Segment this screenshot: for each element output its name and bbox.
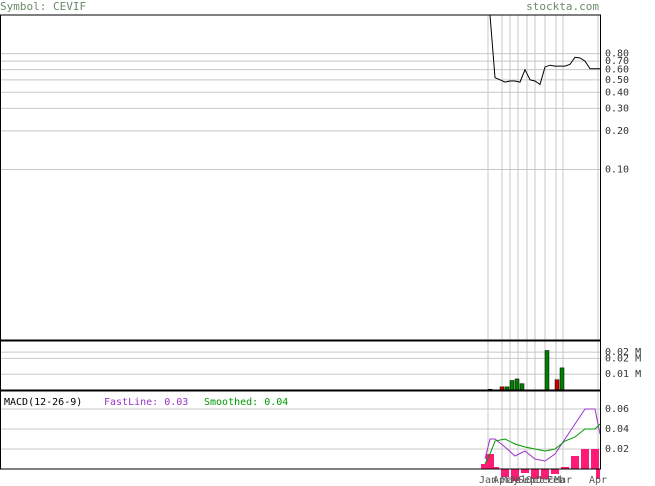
volume-bar [554, 379, 560, 390]
volume-bar [509, 380, 515, 390]
x-tick-label: Jan [479, 475, 497, 486]
histogram-bar [511, 469, 519, 481]
panel: 0.06 0.04 0.02 MACD(12-26-9) FastLine: 0.03 S… [0, 390, 629, 486]
indicator-title: MACD(12-26-9) [4, 397, 82, 408]
histogram-bar [531, 469, 539, 479]
x-tick-label: Sep [518, 475, 536, 486]
price-line [489, 15, 600, 86]
macd-line [484, 423, 600, 465]
y-tick-label: 0.50 [605, 75, 629, 86]
y-tick-label: 0.01 M [605, 369, 641, 380]
histogram-bar [486, 454, 494, 469]
histogram-bar [591, 449, 599, 469]
volume-bar [514, 378, 520, 390]
y-tick-label: 0.02 M [605, 353, 641, 364]
histogram-bar [551, 469, 559, 474]
volume-bar [504, 386, 510, 390]
panel-frame [0, 340, 601, 391]
volume-bar [499, 386, 505, 390]
histogram-bar [491, 467, 499, 469]
x-tick-label: Apr [589, 475, 607, 486]
x-tick-label: Feb [547, 475, 565, 486]
y-tick-label: 0.80 [605, 49, 629, 60]
y-tick-label: 0.20 [605, 126, 629, 137]
y-tick-label: 0.30 [605, 103, 629, 114]
histogram-bar [481, 464, 489, 469]
x-tick-label: Jul [509, 475, 527, 486]
histogram-bar [581, 449, 589, 469]
panel: 0.800.700.600.500.40 0.30 0.20 0.10 [0, 14, 629, 341]
site-name: stockta.com [526, 0, 599, 13]
histogram-bar [521, 469, 529, 473]
volume-bar [519, 383, 525, 390]
histogram-bar [596, 469, 600, 479]
histogram-bar [571, 456, 579, 469]
y-tick-label: 0.60 [605, 65, 629, 76]
symbol: Symbol: CEVIF [0, 0, 86, 13]
panel-frame [0, 14, 601, 341]
x-tick-label: Apr [493, 475, 511, 486]
y-tick-label: 0.04 [605, 424, 629, 435]
panel-frame [0, 390, 601, 470]
y-tick-label: 0.06 [605, 404, 629, 415]
plot-area [487, 350, 565, 390]
y-tick-label: 0.10 [605, 165, 629, 176]
y-tick-label: 0.40 [605, 87, 629, 98]
y-tick-label: 0.02 [605, 444, 629, 455]
panel: 0.02 M0.02 M 0.01 M [0, 340, 641, 391]
plot-area [481, 408, 600, 481]
plot-area [489, 15, 600, 86]
panels: 0.800.700.600.500.400.300.200.100.02 M0.… [0, 14, 641, 486]
x-tick-label: Dec [536, 475, 554, 486]
histogram-bar [541, 469, 549, 479]
histogram-bar [561, 467, 569, 469]
legend-entry: FastLine: 0.03 [104, 397, 188, 408]
x-tick-label: May [501, 475, 519, 486]
volume-bar [559, 367, 565, 390]
legend-entry: Smoothed: 0.04 [204, 397, 288, 408]
y-tick-label: 0.70 [605, 56, 629, 67]
x-tick-label: Oct [526, 475, 544, 486]
histogram-bar [501, 469, 509, 477]
volume-bar [544, 350, 550, 390]
x-tick-label: Mar [554, 475, 572, 486]
y-tick-label: 0.02 M [605, 347, 641, 358]
